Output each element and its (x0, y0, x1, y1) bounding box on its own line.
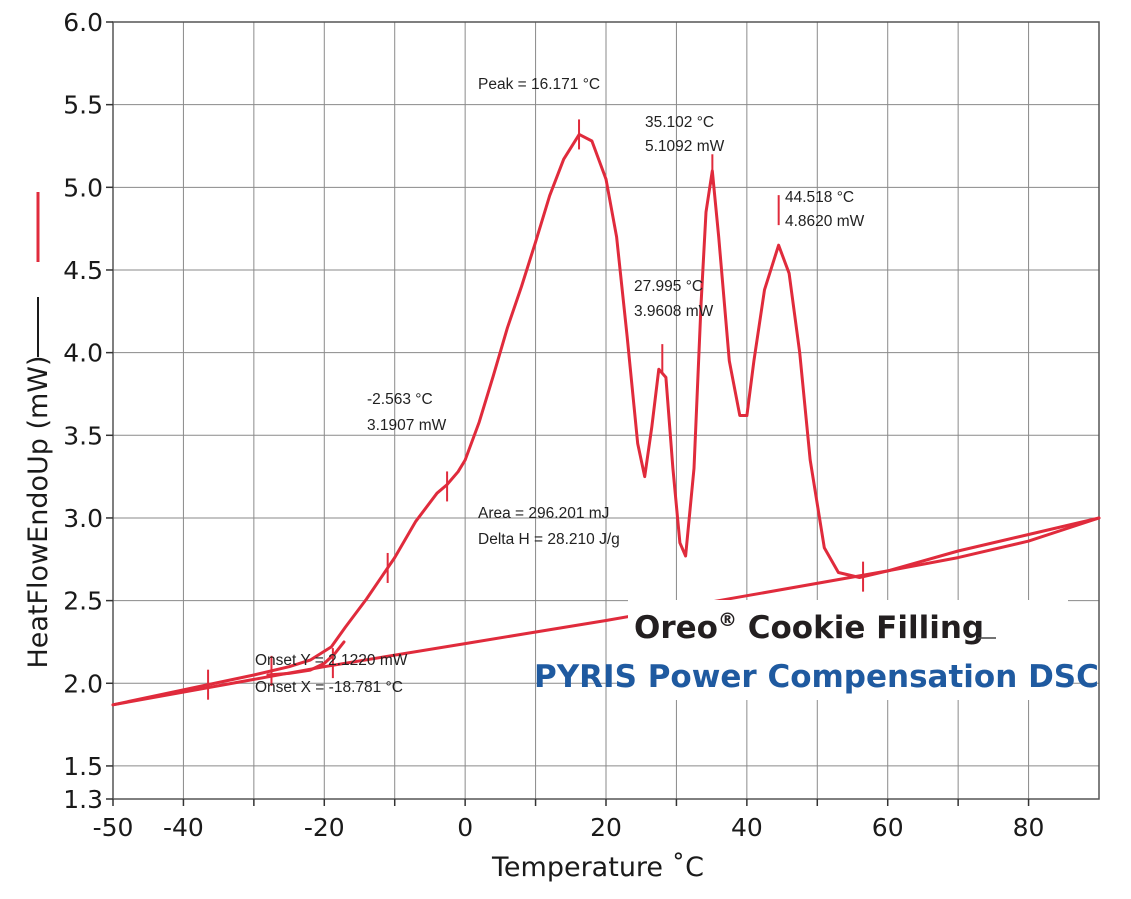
y-tick-label: 1.5 (63, 752, 103, 781)
y-tick-label: 6.0 (63, 8, 103, 37)
annotation-onset-x: Onset X = -18.781 °C (255, 679, 403, 696)
y-axis-label: HeatFlowEndoUp (mW) (23, 355, 54, 668)
title-backdrop (628, 600, 1068, 700)
y-tick-label: 5.5 (63, 91, 103, 120)
title-main: Oreo (634, 610, 718, 646)
annotation-peak-3-power: 4.8620 mW (785, 213, 865, 230)
annotation-area: Area = 296.201 mJ (478, 505, 609, 522)
annotation-shoulder-temp: -2.563 °C (367, 391, 433, 408)
annotation-delta-h: Delta H = 28.210 J/g (478, 531, 620, 548)
x-tick-label: 80 (1013, 813, 1045, 842)
annotation-onset-y: Onset Y = 2.1220 mW (255, 652, 408, 669)
annotation-peak-1-power: 3.9608 mW (634, 303, 714, 320)
annotation-peak-2-temp: 35.102 °C (645, 114, 714, 131)
annotation-peak-3-temp: 44.518 °C (785, 189, 854, 206)
x-tick-label: -40 (163, 813, 204, 842)
x-tick-label: 0 (457, 813, 473, 842)
y-tick-label: 3.0 (63, 504, 103, 533)
annotation-peak-1-temp: 27.995 °C (634, 278, 703, 295)
tick-markers-on-curve (207, 119, 865, 700)
title-rest: Cookie Filling (737, 610, 984, 646)
x-tick-label: 60 (872, 813, 904, 842)
tick-marks (106, 21, 1030, 806)
chart-title: Oreo® Cookie Filling (634, 609, 984, 646)
baseline (111, 516, 1101, 707)
y-tick-labels: 1.3 1.5 2.0 2.5 3.0 3.5 4.0 4.5 5.0 5.5 6.0 (63, 8, 103, 814)
chart-subtitle: PYRIS Power Compensation DSC (534, 659, 1099, 695)
y-tick-label: 5.0 (63, 173, 103, 202)
annotation-peak-2-power: 5.1092 mW (645, 138, 725, 155)
x-tick-labels: -50 -40 -20 0 20 40 60 80 (93, 813, 1045, 842)
annotation-peak: Peak = 16.171 °C (478, 76, 600, 93)
x-tick-label: 40 (731, 813, 763, 842)
y-tick-label: 3.5 (63, 421, 103, 450)
title-trademark: ® (718, 609, 737, 631)
onset-branch (266, 640, 346, 677)
y-axis-label-group: HeatFlowEndoUp (mW) (23, 192, 54, 669)
y-tick-label: 1.3 (63, 785, 103, 814)
dsc-curve (111, 132, 1101, 707)
y-tick-label: 4.0 (63, 339, 103, 368)
x-tick-label: -50 (93, 813, 134, 842)
x-axis-label: Temperature ˚C (491, 852, 704, 883)
series-layer (111, 132, 1101, 707)
y-tick-label: 4.5 (63, 256, 103, 285)
y-tick-label: 2.0 (63, 669, 103, 698)
x-tick-label: 20 (590, 813, 622, 842)
x-tick-label: -20 (304, 813, 345, 842)
y-tick-label: 2.5 (63, 587, 103, 616)
annotation-shoulder-power: 3.1907 mW (367, 417, 447, 434)
